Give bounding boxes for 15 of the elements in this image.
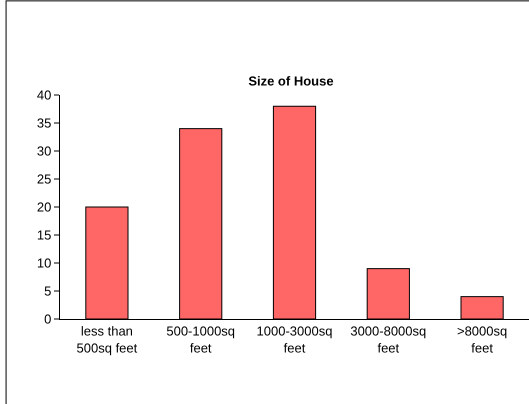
y-tick-label: 20 (36, 200, 52, 215)
x-tick-label: >8000sq feet (456, 324, 508, 356)
y-tick-label: 10 (36, 256, 52, 271)
y-tick-label: 0 (44, 312, 52, 327)
y-tick-label: 35 (36, 116, 52, 131)
x-tick-label: 1000-3000sq feet (256, 324, 332, 356)
x-tick-label: less than 500sq feet (76, 324, 138, 356)
y-tick-label: 5 (44, 284, 52, 299)
y-tick-label: 30 (36, 144, 52, 159)
y-tick-label: 25 (36, 172, 52, 187)
x-tick-label: 3000-8000sq feet (350, 324, 426, 356)
x-tick-label: 500-1000sq feet (166, 324, 236, 356)
y-tick-label: 15 (36, 228, 52, 243)
y-tick-label: 40 (36, 88, 52, 103)
chart-title: Size of House (248, 73, 334, 88)
